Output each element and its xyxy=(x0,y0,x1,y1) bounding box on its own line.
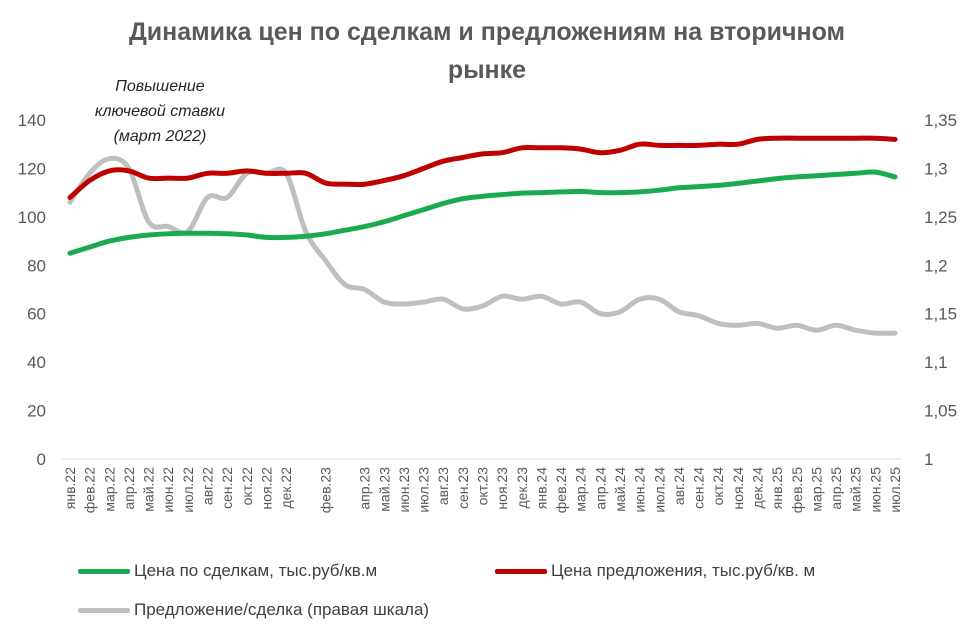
x-tick-label: апр.24 xyxy=(592,467,608,510)
x-tick-label: фев.24 xyxy=(553,467,569,513)
x-tick-label: фев.25 xyxy=(789,467,805,513)
x-tick-label: фев.22 xyxy=(82,467,98,513)
x-tick-label: май.23 xyxy=(376,467,392,512)
annotation-line-2: ключевой ставки xyxy=(94,103,226,120)
x-tick-label: сен.24 xyxy=(691,467,707,509)
x-tick-label: июл.24 xyxy=(651,467,667,513)
x-tick-label: июн.23 xyxy=(396,467,412,513)
x-tick-label: сен.22 xyxy=(219,467,235,509)
series-line-ratio xyxy=(67,155,898,336)
x-tick-label: окт.23 xyxy=(475,467,491,506)
y-left-tick-label: 100 xyxy=(18,208,46,227)
y-left-tick-label: 80 xyxy=(27,256,46,275)
series-lines xyxy=(67,135,898,336)
x-tick-label: июн.22 xyxy=(160,467,176,513)
x-tick-label: май.24 xyxy=(612,467,628,512)
y-right-tick-label: 1,1 xyxy=(924,353,948,372)
x-tick-label: янв.24 xyxy=(533,467,549,509)
legend-item-ratio: Предложение/сделка (правая шкала) xyxy=(78,600,429,620)
y-left-tick-label: 40 xyxy=(27,353,46,372)
y-right-tick-label: 1 xyxy=(924,450,933,469)
x-tick-label: июл.25 xyxy=(887,467,903,513)
axes: 0 20 40 60 80 100 120 140 1 1,05 1,1 1,15 1,2 1,25 1,3… xyxy=(18,111,957,513)
annotation-line-3: (март 2022) xyxy=(113,128,207,145)
x-tick-label: авг.22 xyxy=(200,467,216,505)
series-line-deal-price xyxy=(67,169,898,256)
x-tick-label: апр.22 xyxy=(121,467,137,510)
x-tick-label: дек.23 xyxy=(514,467,530,509)
x-tick-label: окт.22 xyxy=(239,467,255,506)
legend-label-ratio: Предложение/сделка (правая шкала) xyxy=(134,600,430,619)
y-right-tick-label: 1,35 xyxy=(924,111,957,130)
rate-hike-annotation: Повышение ключевой ставки (март 2022) xyxy=(70,74,250,149)
legend-swatch-deal-price xyxy=(78,568,130,574)
x-tick-label: июн.25 xyxy=(867,467,883,513)
x-tick-label: май.25 xyxy=(848,467,864,512)
legend-label-deal-price: Цена по сделкам, тыс.руб/кв.м xyxy=(134,561,378,580)
x-tick-label: окт.24 xyxy=(710,467,726,506)
x-tick-label: дек.22 xyxy=(278,467,294,509)
x-tick-label: авг.23 xyxy=(435,467,451,505)
chart-title-line1: Динамика цен по сделкам и предложениям н… xyxy=(128,18,846,46)
y-left-tick-label: 0 xyxy=(37,450,46,469)
y-left-tick-label: 20 xyxy=(27,402,46,421)
x-tick-label: дек.24 xyxy=(750,467,766,509)
x-tick-label: июн.24 xyxy=(632,467,648,513)
x-tick-label: апр.25 xyxy=(828,467,844,510)
x-tick-label: фев.23 xyxy=(317,467,333,513)
x-tick-label: ноя.22 xyxy=(258,467,274,510)
legend-label-offer-price: Цена предложения, тыс.руб/кв. м xyxy=(551,561,816,580)
series-line-offer-price xyxy=(67,135,898,200)
legend-item-deal-price: Цена по сделкам, тыс.руб/кв.м xyxy=(78,561,377,581)
x-tick-label: сен.23 xyxy=(455,467,471,509)
x-tick-label: мар.22 xyxy=(101,467,117,512)
annotation-line-1: Повышение xyxy=(115,78,205,95)
x-tick-label: янв.25 xyxy=(769,467,785,509)
y-right-tick-label: 1,2 xyxy=(924,256,948,275)
y-right-tick-label: 1,15 xyxy=(924,305,957,324)
x-tick-label: авг.24 xyxy=(671,467,687,505)
x-tick-label: июл.22 xyxy=(180,467,196,513)
legend-swatch-offer-price xyxy=(495,568,547,574)
y-right-tick-label: 1,25 xyxy=(924,208,957,227)
x-tick-label: ноя.23 xyxy=(494,467,510,510)
x-tick-label: май.22 xyxy=(141,467,157,512)
x-tick-label: ноя.24 xyxy=(730,467,746,510)
x-tick-label: мар.24 xyxy=(573,467,589,512)
y-right-tick-label: 1,3 xyxy=(924,159,948,178)
x-tick-label: июл.23 xyxy=(416,467,432,513)
x-tick-label: апр.23 xyxy=(357,467,373,510)
legend-item-offer-price: Цена предложения, тыс.руб/кв. м xyxy=(495,561,815,581)
legend-swatch-ratio xyxy=(78,607,130,613)
y-left-tick-label: 140 xyxy=(18,111,46,130)
y-left-tick-label: 120 xyxy=(18,159,46,178)
chart-title-line2: рынке xyxy=(447,56,527,84)
y-right-tick-label: 1,05 xyxy=(924,402,957,421)
y-left-tick-label: 60 xyxy=(27,305,46,324)
x-tick-label: янв.22 xyxy=(62,467,78,509)
x-tick-label: мар.25 xyxy=(808,467,824,512)
